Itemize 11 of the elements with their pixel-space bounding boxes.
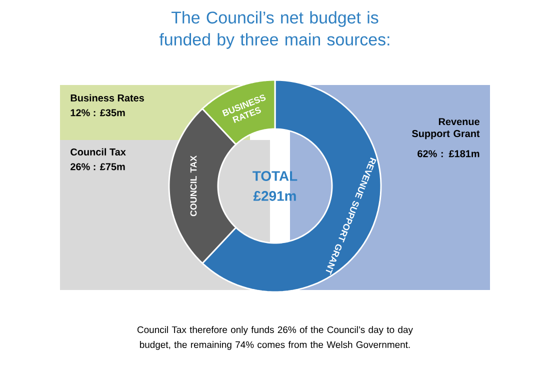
text: TOTAL	[252, 171, 298, 181]
text: £291m	[253, 191, 296, 201]
text: 12% : £35m	[70, 109, 125, 116]
slice-label: COUNCIL TAX	[190, 156, 197, 216]
text: Business Rates	[70, 94, 144, 102]
text: 62% : £181m	[418, 150, 480, 158]
text: 26% : £75m	[70, 163, 125, 170]
text: Revenue Support Grant	[412, 118, 480, 140]
text: Council Tax therefore only funds 26% of the Council’s day to day budget, the remaining 74% comes from the Welsh Government.	[137, 326, 413, 350]
text: Council Tax	[70, 148, 126, 156]
chart-title: The Council’s net budget is funded by three main sources:	[159, 11, 390, 49]
